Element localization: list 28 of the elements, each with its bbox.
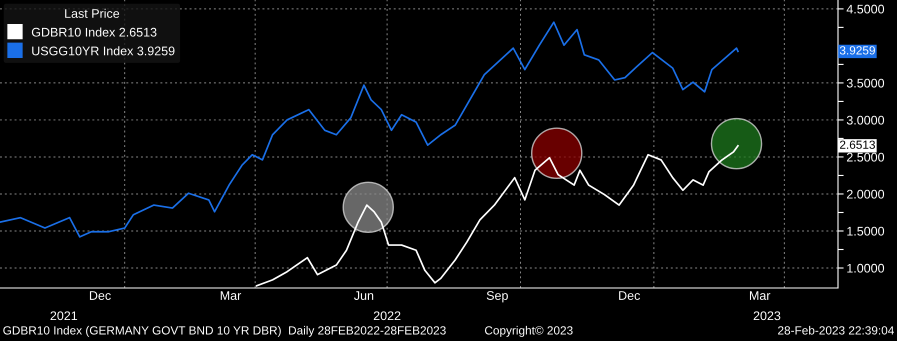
point [342,182,394,234]
text: GDBR10 Index (GERMANY GOVT BND 10 YR DBR) Daily 28FEB2022-28FEB2023 [3,326,446,337]
point [531,128,582,179]
legend-title: Last Price [65,8,120,18]
x-tick-label: Dec [90,291,111,300]
x2-tick-label: 2022 [374,311,400,320]
text: 2.6513 [840,140,875,149]
y-tick-label: 3.0000 [846,116,884,125]
text: 28-Feb-2023 22:39:04 [778,326,894,335]
y-tick-label: 2.5000 [846,152,884,162]
y-tick-label: 4.5000 [846,4,884,14]
legend-label: USGG10YR Index 3.9259 [32,46,174,56]
y-tick-label: 3.5000 [846,78,884,88]
point [710,118,762,170]
x-tick-label: Jun [354,291,374,300]
text: 3.9259 [840,46,875,55]
y-tick-label: 1.5000 [847,226,884,236]
x2-tick-label: 2023 [754,311,780,320]
x2-tick-label: 2021 [50,311,78,320]
line-series [0,21,739,238]
text: Copyright© 2023 [484,326,573,337]
x-tick-label: Mar [220,291,242,300]
y-tick-label: 2.0000 [846,190,884,199]
x-tick-label: Dec [619,291,640,300]
y-tick-label: 1.0000 [847,264,884,273]
x-tick-label: Sep [486,291,508,302]
legend-label: GDBR10 Index 2.6513 [32,27,156,37]
x-tick-label: Mar [750,291,770,300]
